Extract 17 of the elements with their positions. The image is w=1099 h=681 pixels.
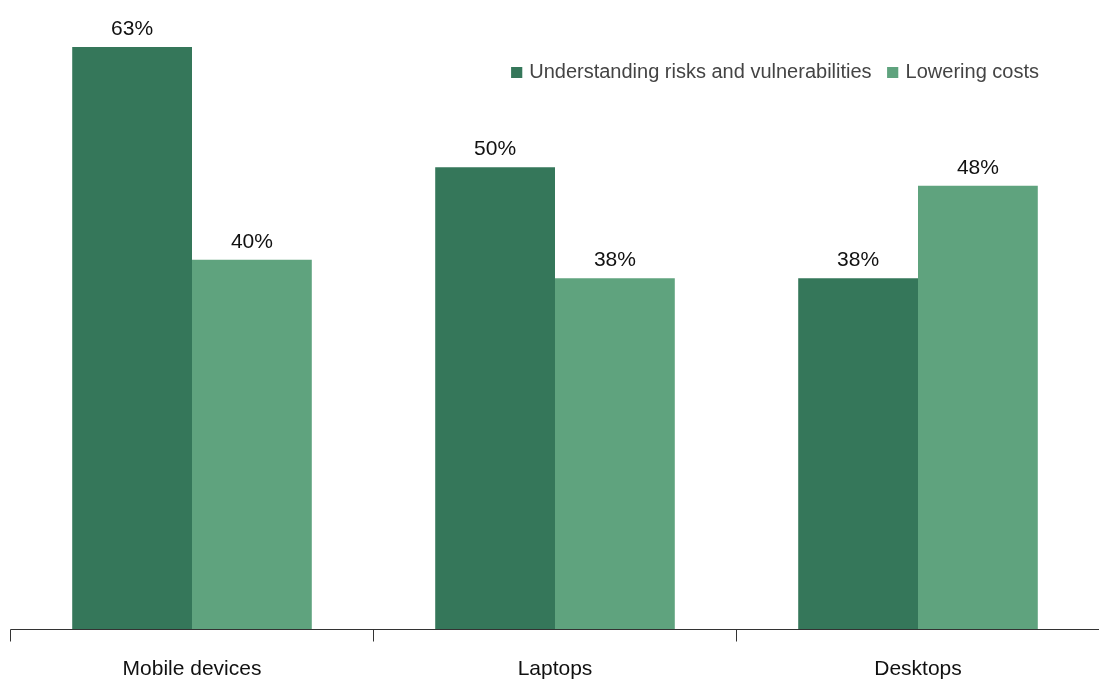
bar <box>798 278 918 630</box>
data-label: 63% <box>111 16 154 40</box>
x-tick-label: Mobile devices <box>122 655 262 679</box>
x-tick-label: Laptops <box>517 655 593 679</box>
x-tick-label: Desktops <box>874 655 962 679</box>
bar <box>72 47 192 630</box>
data-label: 38% <box>593 247 636 271</box>
data-label: 50% <box>474 136 517 160</box>
data-label: 40% <box>230 228 273 252</box>
bar <box>435 167 555 630</box>
bar <box>918 185 1038 630</box>
legend-label: Understanding risks and vulnerabilities <box>529 60 872 83</box>
bar <box>555 278 675 630</box>
legend-label: Lowering costs <box>905 60 1039 83</box>
data-label: 38% <box>837 247 880 271</box>
bar <box>192 259 312 630</box>
data-label: 48% <box>956 154 999 178</box>
